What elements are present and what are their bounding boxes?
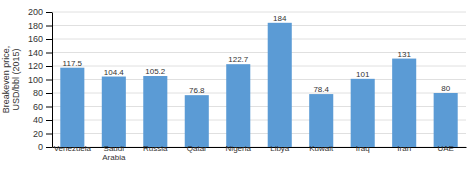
data-label: 105.2 <box>145 67 166 76</box>
y-tick-mark <box>46 80 52 81</box>
data-label: 78.4 <box>313 85 329 94</box>
x-tick-label: Kuwait <box>309 144 334 153</box>
bar <box>309 94 333 147</box>
x-tick-label: Iran <box>397 144 411 153</box>
y-tick-mark <box>46 39 52 40</box>
x-tick: Kuwait <box>309 144 334 153</box>
y-tick-mark <box>46 107 52 108</box>
y-tick: 0 <box>38 142 52 152</box>
x-tick-label-line: Nigeria <box>226 144 252 153</box>
bar <box>226 64 250 147</box>
y-tick-mark <box>46 66 52 67</box>
y-tick-label: 40 <box>33 115 43 125</box>
y-axis: 0 20 40 60 80 100 120 140 160 180 200 <box>28 7 53 152</box>
y-tick: 80 <box>33 88 52 98</box>
y-tick: 200 <box>28 7 52 17</box>
data-label: 131 <box>398 50 412 59</box>
x-tick: Venezuela <box>54 144 92 153</box>
x-tick-label-line: Venezuela <box>54 144 92 153</box>
x-tick-label-line: Saudi <box>104 144 125 153</box>
y-tick-label: 100 <box>28 75 43 85</box>
y-tick-mark <box>46 53 52 54</box>
x-axis: Venezuela SaudiArabia Russia Qatar Nigeria Li… <box>53 144 467 162</box>
y-tick-label: 20 <box>33 129 43 139</box>
y-axis-title-line: Breakeven price, <box>1 46 11 114</box>
y-axis-title: Breakeven price,USD/bbl (2015) <box>1 46 21 114</box>
bar <box>60 68 84 147</box>
y-tick: 140 <box>28 48 52 58</box>
x-tick-label-line: Qatar <box>187 144 207 153</box>
x-tick: SaudiArabia <box>102 144 126 162</box>
y-tick-label: 0 <box>38 142 43 152</box>
y-tick-mark <box>46 134 52 135</box>
y-tick: 160 <box>28 34 52 44</box>
y-tick-label: 160 <box>28 34 43 44</box>
y-axis-line <box>52 13 53 148</box>
x-tick-label: SaudiArabia <box>102 144 126 162</box>
bar <box>185 95 209 147</box>
x-tick-label-line: Kuwait <box>309 144 334 153</box>
y-tick-label: 120 <box>28 61 43 71</box>
data-label: 80 <box>441 84 450 93</box>
x-tick: Qatar <box>187 144 207 153</box>
x-tick: Nigeria <box>226 144 252 153</box>
x-tick-label-line: Arabia <box>102 153 126 162</box>
y-tick-mark <box>46 120 52 121</box>
bar <box>351 79 375 147</box>
bar <box>143 76 167 147</box>
bar <box>434 93 458 147</box>
data-label: 76.8 <box>189 86 205 95</box>
y-tick: 180 <box>28 21 52 31</box>
grid-line <box>52 39 466 40</box>
y-tick-mark <box>46 147 52 148</box>
y-tick: 60 <box>33 102 52 112</box>
y-tick-label: 180 <box>28 21 43 31</box>
data-label: 184 <box>273 14 287 23</box>
y-tick-label: 140 <box>28 48 43 58</box>
x-tick: Russia <box>143 144 168 153</box>
x-tick-label-line: Russia <box>143 144 168 153</box>
bar <box>102 77 126 147</box>
bar <box>268 23 292 147</box>
x-tick-label: Libya <box>270 144 290 153</box>
y-tick-label: 80 <box>33 88 43 98</box>
y-tick-label: 60 <box>33 102 43 112</box>
y-tick-mark <box>46 12 52 13</box>
grid-line <box>52 12 466 13</box>
x-tick-label-line: UAE <box>437 144 453 153</box>
data-label: 104.4 <box>104 68 125 77</box>
x-tick-label-line: Libya <box>270 144 290 153</box>
bars <box>60 23 457 147</box>
grid-line <box>52 25 466 26</box>
data-label: 117.5 <box>63 59 83 68</box>
data-label: 122.7 <box>228 55 249 64</box>
y-tick-label: 200 <box>28 7 43 17</box>
y-tick: 20 <box>33 129 52 139</box>
x-tick-label: UAE <box>437 144 453 153</box>
data-labels: 117.5 104.4 105.2 76.8 122.7 184 78.4 101 131 80 <box>63 14 451 95</box>
x-tick-label-line: Iraq <box>356 144 370 153</box>
y-tick: 40 <box>33 115 52 125</box>
bar <box>392 59 416 147</box>
x-tick: Iraq <box>356 144 370 153</box>
y-tick-mark <box>46 26 52 27</box>
y-tick-mark <box>46 93 52 94</box>
x-tick: UAE <box>437 144 453 153</box>
y-tick: 120 <box>28 61 52 71</box>
plot: 0 20 40 60 80 100 120 140 160 180 200 Venezuela Saud… <box>28 7 467 161</box>
x-tick-label: Venezuela <box>54 144 92 153</box>
data-label: 101 <box>356 70 370 79</box>
grid <box>52 12 466 147</box>
x-tick-label: Iraq <box>356 144 370 153</box>
x-tick: Libya <box>270 144 290 153</box>
chart: 0 20 40 60 80 100 120 140 160 180 200 Venezuela Saud… <box>0 0 474 173</box>
y-tick: 100 <box>28 75 52 85</box>
y-axis-title-line: USD/bbl (2015) <box>11 48 21 110</box>
x-tick-label-line: Iran <box>397 144 411 153</box>
x-tick-label: Qatar <box>187 144 207 153</box>
x-tick-label: Nigeria <box>226 144 252 153</box>
x-tick-label: Russia <box>143 144 168 153</box>
x-tick: Iran <box>397 144 411 153</box>
